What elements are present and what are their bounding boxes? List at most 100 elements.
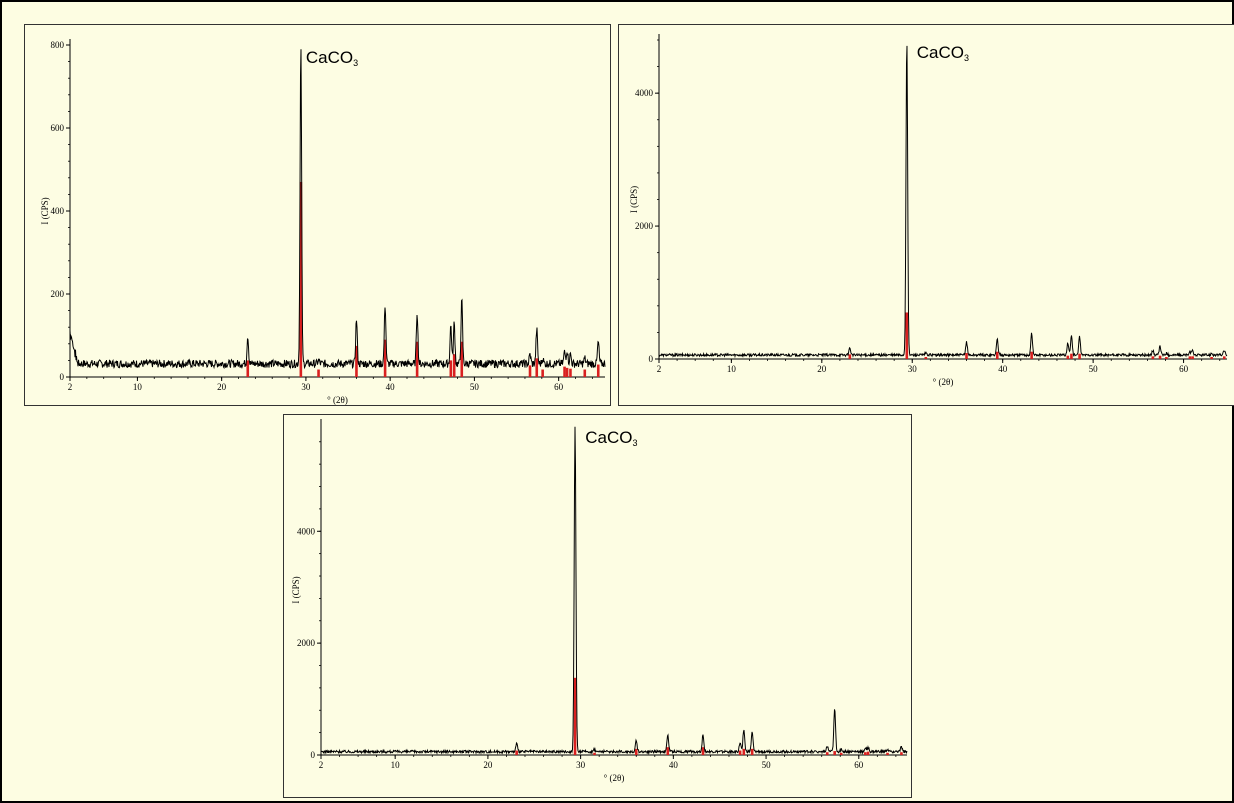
reference-stick [452,354,456,377]
reference-stick [833,751,836,755]
y-tick-label: 4000 [635,88,654,98]
x-tick-label: 50 [1089,364,1099,374]
reference-stick [866,751,870,755]
reference-stick [246,360,250,377]
reference-stick [701,747,705,755]
reference-stick [528,365,532,377]
reference-stick [1210,357,1213,359]
reference-stick [583,369,587,377]
y-tick-label: 0 [311,750,316,760]
reference-stick [1030,351,1033,359]
reference-stick [634,748,638,755]
x-tick-label: 50 [470,382,480,392]
reference-stick [383,339,387,377]
y-tick-label: 0 [60,372,65,382]
reference-stick [738,750,742,755]
reference-stick [299,181,303,377]
reference-stick [415,341,419,377]
x-axis-title: ° (2θ) [604,773,625,783]
x-tick-label: 40 [386,382,396,392]
reference-stick [460,341,464,377]
xrd-chart-2: 0 2000 4000 2 10 20 30 40 50 60 ° (2θ) I (CPS) CaCO3 [629,34,1228,387]
xrd-panel-3: 0 2000 4000 2 10 20 30 40 50 60 ° (2θ) I (CPS) CaCO3 [283,414,912,798]
reference-stick [541,369,544,377]
x-tick-label: 30 [908,364,918,374]
reference-stick [886,752,889,755]
diffractogram-line [658,45,1228,359]
y-axis-title: I (CPS) [629,186,639,213]
y-axis-title: I (CPS) [291,576,301,603]
phase-annotation: CaCO3 [306,48,358,68]
x-axis-title: ° (2θ) [327,395,348,405]
y-tick-label: 800 [51,40,65,50]
reference-stick [1188,356,1192,359]
reference-stick [750,748,754,755]
diffractogram-line [69,49,606,370]
phase-annotation: CaCO3 [917,43,969,63]
x-tick-label: 30 [576,760,586,770]
x-tick-label: 30 [301,382,311,392]
x-axis-title: ° (2θ) [933,377,954,387]
reference-stick [565,367,569,377]
reference-stick [742,748,746,755]
reference-stick [1158,355,1162,359]
reference-stick [1191,356,1194,359]
reference-stick [839,752,843,755]
xrd-chart-1: 0 200 400 600 800 2 10 20 30 40 50 60 ° (2θ) I (CPS) C… [40,39,606,405]
reference-stick [1222,356,1226,359]
reference-stick [965,353,968,359]
phase-annotation-main: CaCO [917,43,964,62]
y-axis-title: I (CPS) [40,197,50,224]
phase-annotation: CaCO3 [585,428,637,448]
phase-annotation-subscript: 3 [353,58,358,68]
x-tick-label: 2 [657,364,662,374]
y-tick-label: 400 [51,206,65,216]
x-tick-label: 10 [727,364,737,374]
phase-annotation-main: CaCO [306,48,353,67]
reference-stick [905,312,909,359]
phase-annotation-subscript: 3 [964,53,969,63]
x-tick-label: 20 [217,382,227,392]
reference-stick [563,366,566,377]
y-tick-label: 200 [51,289,65,299]
reference-stick [317,369,320,377]
reference-stick [666,747,670,755]
xrd-panel-1: 0 200 400 600 800 2 10 20 30 40 50 60 ° (2θ) I (CPS) C… [24,24,611,406]
x-tick-label: 20 [817,364,827,374]
reference-stick [900,752,903,755]
reference-stick [593,752,596,755]
reference-stick [1165,357,1168,359]
reference-stick [449,360,453,377]
y-tick-label: 0 [649,354,654,364]
reference-stick [995,351,999,359]
x-tick-label: 60 [554,382,564,392]
y-tick-label: 600 [51,123,65,133]
x-tick-label: 20 [483,760,493,770]
x-tick-label: 10 [391,760,401,770]
x-tick-label: 50 [762,760,772,770]
xrd-chart-3: 0 2000 4000 2 10 20 30 40 50 60 ° (2θ) I (CPS) CaCO3 [291,419,908,783]
x-tick-label: 60 [854,760,864,770]
xrd-panel-2: 0 2000 4000 2 10 20 30 40 50 60 ° (2θ) I (CPS) CaCO3 [618,24,1234,406]
x-tick-label: 2 [68,382,73,392]
reference-stick [825,752,829,755]
y-tick-label: 4000 [297,526,316,536]
x-tick-label: 10 [133,382,143,392]
reference-stick [355,345,358,377]
x-tick-label: 40 [669,760,679,770]
y-tick-label: 2000 [635,221,654,231]
y-tick-label: 2000 [297,638,316,648]
reference-stick [569,368,572,377]
diffractogram-line [320,426,908,755]
phase-annotation-subscript: 3 [632,438,637,448]
x-tick-label: 40 [998,364,1008,374]
reference-stick [924,357,928,359]
reference-stick [1151,356,1155,359]
reference-stick [863,752,867,755]
reference-stick [1066,355,1070,359]
reference-stick [848,354,852,359]
reference-stick [535,358,539,377]
reference-stick [573,677,577,755]
reference-stick [1078,353,1081,359]
